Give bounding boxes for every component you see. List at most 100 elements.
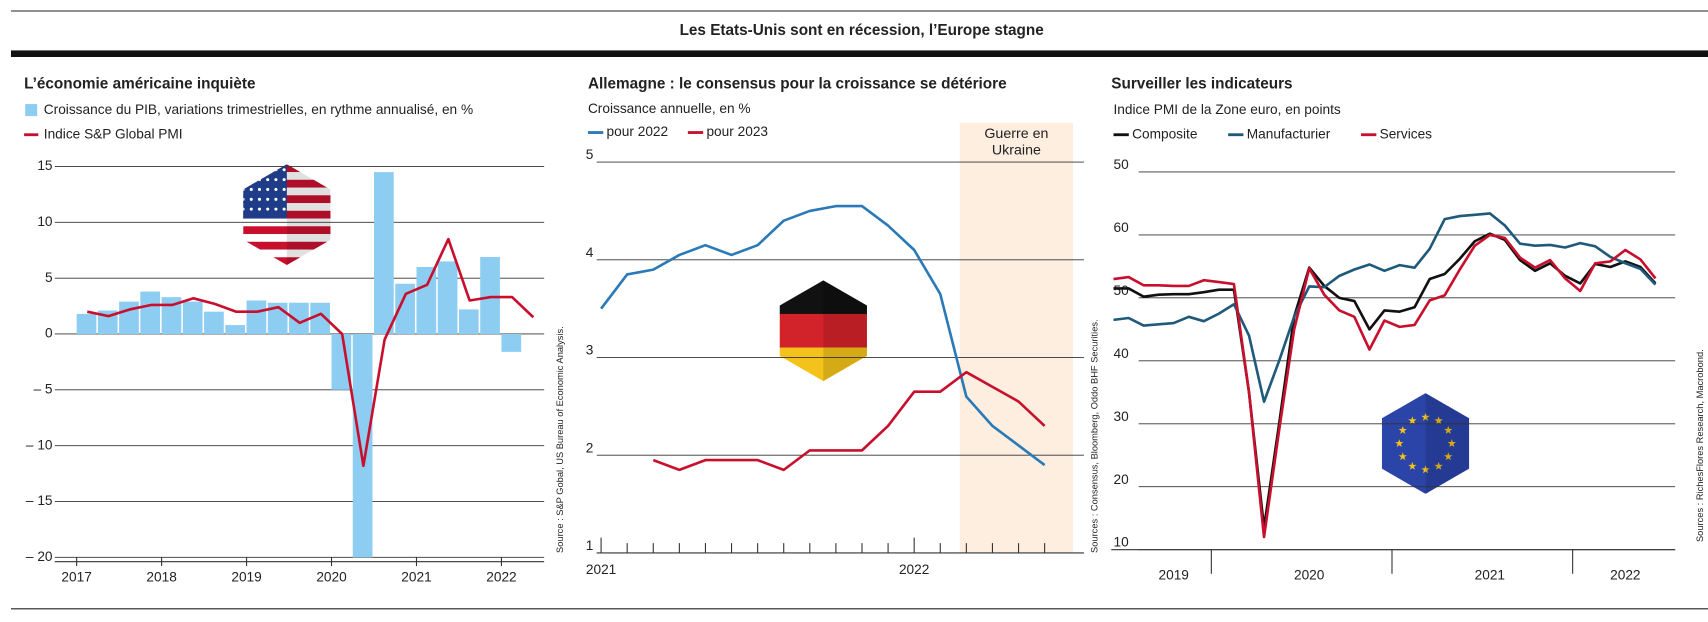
legend-label: pour 2023 [706,124,768,139]
y-tick-label: – 5 [34,381,53,396]
y-tick-label: 5 [45,270,53,285]
star [243,168,245,172]
y-tick-label: 20 [1113,472,1129,487]
stripe [243,226,331,235]
bar [395,283,415,334]
flag [243,164,331,266]
star [249,178,253,182]
y-tick-label: 50 [1113,157,1129,172]
bar [310,302,330,334]
x-tick-label: 2022 [899,562,929,577]
star [266,187,270,192]
stripe [779,313,867,349]
star [274,187,278,192]
y-tick-label: 15 [37,158,53,173]
y-tick-label: 5 [586,147,594,162]
stripe [243,257,331,266]
star [266,207,270,211]
x-tick-label: 2018 [146,570,177,585]
source: Sources : Consensus, Bloomberg, Oddo BHF… [1089,319,1099,553]
legend-label: pour 2022 [607,124,669,139]
star [1398,425,1407,434]
y-tick-label: – 20 [26,549,53,564]
stripe [243,234,331,243]
star [282,178,286,182]
legend-label: Indice S&P Global PMI [44,126,183,141]
star [1434,461,1443,470]
star [1421,465,1430,474]
star [266,197,270,201]
star [257,178,262,182]
flag-shade [823,280,867,382]
x-tick-label: 2021 [586,562,616,577]
y-tick-label: – 10 [26,437,53,452]
star [1447,439,1456,448]
bar [97,310,118,334]
star [249,168,253,172]
page-title: Les Etats-Unis sont en récession, l’Euro… [680,22,1044,39]
y-tick-label: 0 [45,326,53,341]
star [243,207,245,211]
x-tick-label: 2020 [1294,568,1325,583]
star [282,168,286,172]
legend-label: Manufacturier [1247,126,1331,141]
star [249,187,253,192]
y-tick-label: 3 [586,343,594,358]
flag [779,280,867,382]
star [282,197,286,201]
bar [76,313,97,334]
bar [289,302,309,334]
bar [182,301,203,334]
line [600,204,1046,467]
star [249,197,253,201]
star [1408,416,1417,425]
bar [331,333,352,390]
star [266,168,270,172]
x-tick-label: 2022 [486,570,516,585]
annotation: Guerre en Ukraine [984,125,1048,158]
chart-title: Surveiller les indicateurs [1111,75,1292,92]
flag [1381,393,1470,494]
line [652,370,1046,472]
bar [458,309,479,334]
star [243,187,245,192]
y-tick-label: 2 [586,440,594,455]
star [266,178,270,182]
x-tick-label: 2021 [1475,568,1505,583]
x-tick-label: 2019 [1158,568,1188,583]
line [86,237,535,468]
star [1444,452,1453,461]
x-tick-label: 2020 [316,570,347,585]
line [1113,233,1657,539]
flag-shade [1425,393,1470,494]
star [1398,452,1407,461]
star [1444,425,1453,434]
bar [501,333,522,352]
y-tick-label: 1 [586,538,594,553]
bar [416,266,437,334]
y-tick-label: 10 [37,214,53,229]
bar [119,301,139,334]
y-tick-label: 40 [1113,346,1129,361]
bar [374,172,394,334]
bar [225,325,246,334]
star [1408,461,1417,470]
bar [140,291,161,334]
stripe [243,249,331,258]
star [274,168,278,172]
star [282,187,286,192]
star [274,197,278,201]
chart-title: L’économie américaine inquiète [24,75,255,92]
x-tick-label: 2019 [231,570,261,585]
line [1113,212,1657,404]
x-tick-label: 2017 [61,570,91,585]
star [274,207,278,211]
star [257,197,262,201]
star [1421,412,1430,421]
star [257,168,262,172]
chart-subtitle: Croissance annuelle, en % [588,101,751,116]
star [282,207,286,211]
annotation-band [959,122,1073,553]
star [243,178,245,182]
